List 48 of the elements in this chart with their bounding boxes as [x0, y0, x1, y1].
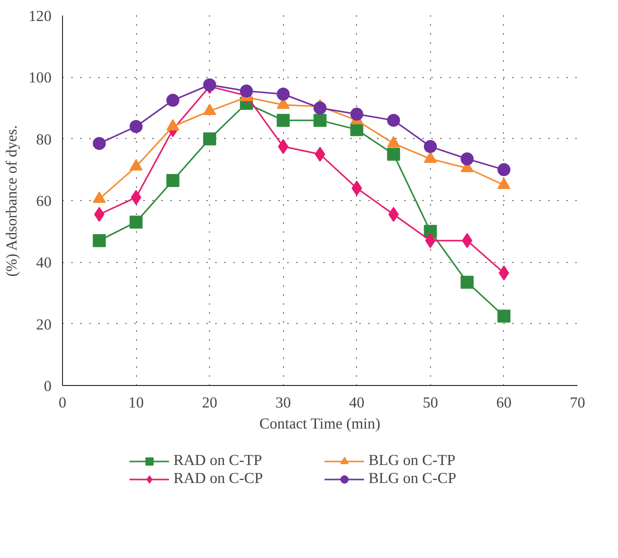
x-tick-label: 40: [349, 394, 365, 412]
point: [92, 136, 106, 150]
legend-label: RAD on C-TP: [174, 452, 264, 470]
x-tick-label: 60: [496, 394, 512, 412]
point: [387, 148, 400, 161]
point: [314, 146, 326, 162]
x-tick-label: 70: [570, 394, 586, 412]
point: [497, 163, 510, 176]
point: [387, 114, 400, 127]
x-tick-label: 20: [202, 394, 218, 412]
point: [203, 78, 216, 92]
x-tick-label: 50: [422, 394, 438, 412]
x-tick-label: 30: [276, 394, 292, 412]
point: [314, 102, 326, 114]
point: [497, 310, 510, 323]
legend-label: BLG on C-TP: [368, 452, 456, 470]
y-axis-title: (%) Adsorbance of dyes.: [4, 125, 21, 277]
point: [130, 190, 142, 205]
y-tick-label: 80: [36, 131, 52, 148]
y-tick-label: 100: [28, 70, 52, 87]
point: [425, 233, 436, 248]
x-tick-label: 10: [128, 394, 144, 412]
point: [350, 108, 364, 121]
point: [203, 132, 216, 146]
point: [166, 174, 180, 187]
x-tick-label: 0: [58, 394, 67, 412]
point: [460, 276, 474, 289]
y-tick-label: 0: [44, 378, 52, 395]
point: [276, 88, 290, 101]
point: [276, 114, 290, 127]
point: [462, 233, 472, 248]
point: [166, 94, 180, 107]
point: [498, 265, 510, 280]
point: [314, 114, 326, 127]
point: [424, 140, 437, 154]
point: [130, 216, 143, 229]
point: [240, 84, 253, 98]
legend-label: RAD on C-CP: [174, 470, 264, 488]
point: [460, 152, 474, 166]
point: [92, 234, 106, 248]
y-tick-label: 40: [36, 254, 52, 272]
point: [388, 206, 399, 222]
point: [130, 120, 143, 133]
legend-label: BLG on C-CP: [368, 470, 458, 488]
y-tick-label: 20: [36, 316, 52, 334]
y-tick-label: 120: [28, 8, 52, 25]
x-axis-title: Contact Time (min): [259, 416, 380, 432]
y-tick-label: 60: [36, 193, 52, 210]
